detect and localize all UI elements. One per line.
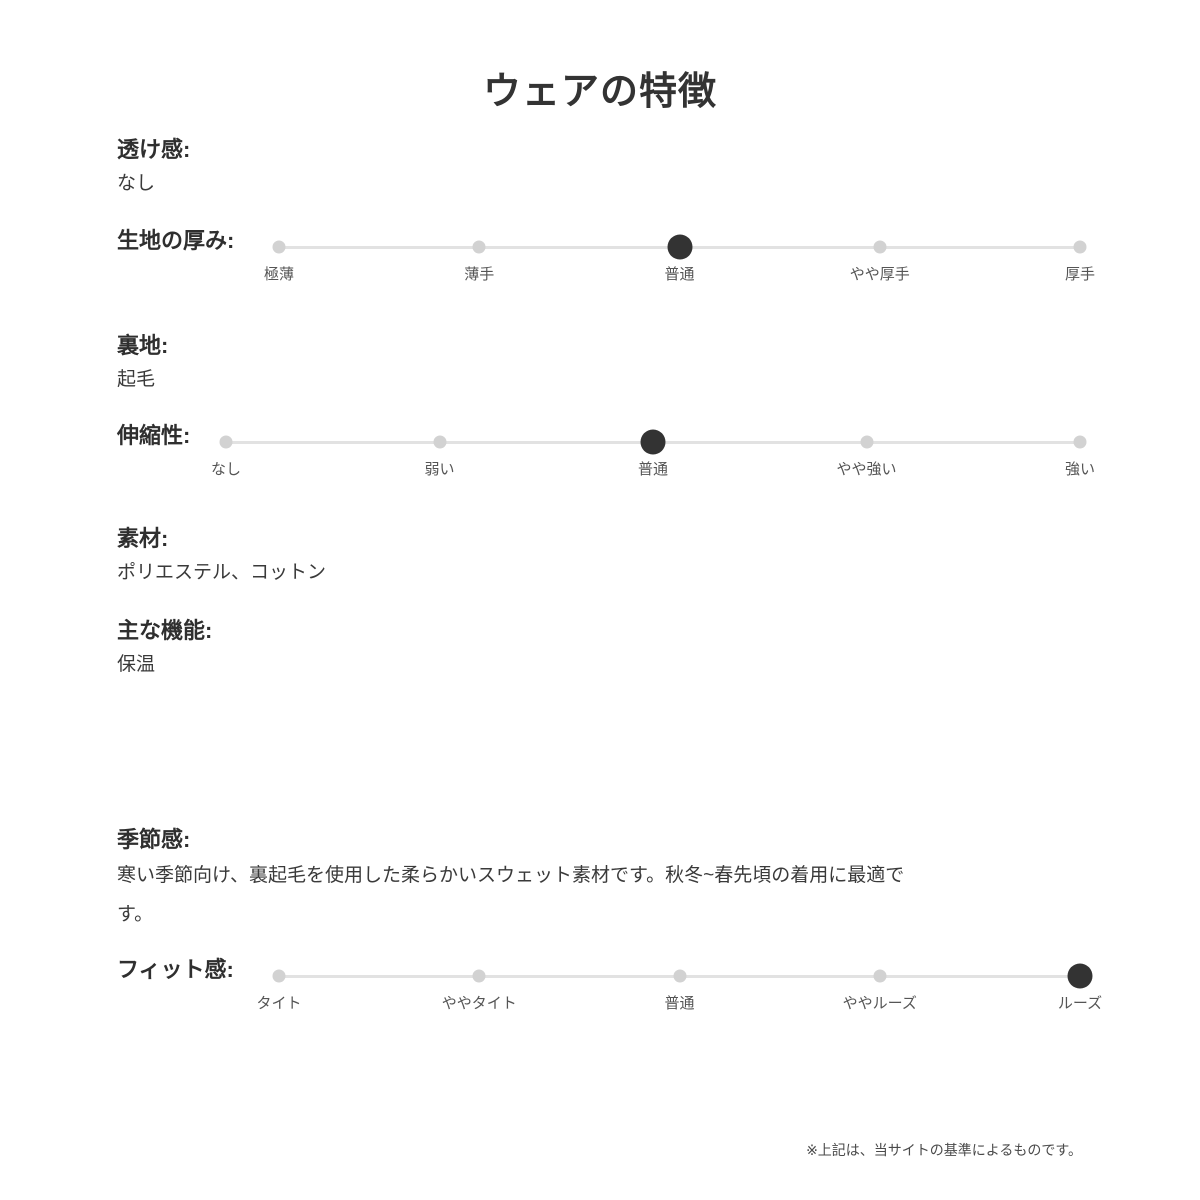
scale-tick-label-2: ややタイト xyxy=(441,995,517,1012)
scale-thickness-label: 生地の厚み: xyxy=(117,228,235,253)
scale-point-1[interactable] xyxy=(272,240,286,254)
footnote: ※上記は、当サイトの基準によるものです。 xyxy=(806,1142,1082,1158)
scale-point-3-active[interactable] xyxy=(640,429,666,455)
scale-tick-label-3: 普通 xyxy=(664,266,695,283)
spec-material-label: 素材: xyxy=(117,526,169,551)
scale-stretch-label: 伸縮性: xyxy=(117,423,191,448)
spec-sheerness-label: 透け感: xyxy=(117,137,191,162)
scale-thickness-track[interactable]: 極薄 薄手 普通 やや厚手 厚手 xyxy=(264,215,1095,285)
scale-point-4[interactable] xyxy=(873,240,887,254)
scale-tick-label-5: 厚手 xyxy=(1064,266,1096,283)
scale-point-1[interactable] xyxy=(219,435,233,449)
scale-tick-label-1: 極薄 xyxy=(263,266,295,283)
scale-tick-label-4: やや強い xyxy=(836,461,897,478)
scale-thickness[interactable]: 生地の厚み: 極薄 薄手 普通 やや厚手 厚手 xyxy=(117,215,1117,285)
spec-lining: 裏地: 起毛 xyxy=(117,332,168,394)
spec-season-value: 寒い季節向け、裏起毛を使用した柔らかいスウェット素材です。秋冬~春先頃の着用に最… xyxy=(117,864,905,926)
scale-point-1[interactable] xyxy=(272,969,286,983)
scale-tick-label-2: 薄手 xyxy=(464,266,495,283)
scale-point-5-active[interactable] xyxy=(1067,963,1093,989)
scale-stretch[interactable]: 伸縮性: なし 弱い 普通 やや強い 強い xyxy=(117,410,1117,480)
scale-point-3-active[interactable] xyxy=(667,234,692,260)
scale-point-5[interactable] xyxy=(1073,240,1087,254)
spec-function: 主な機能: 保温 xyxy=(117,617,212,679)
scale-tick-label-1: タイト xyxy=(256,995,302,1012)
scale-point-2[interactable] xyxy=(433,435,446,449)
scale-tick-label-5: ルーズ xyxy=(1057,995,1103,1012)
spec-lining-label: 裏地: xyxy=(117,333,169,358)
spec-season-label: 季節感: xyxy=(117,827,191,852)
scale-point-2[interactable] xyxy=(472,240,486,254)
spec-function-label: 主な機能: xyxy=(117,618,213,643)
spec-sheerness: 透け感: なし xyxy=(117,136,190,198)
scale-fit-track[interactable]: タイト ややタイト 普通 ややルーズ ルーズ xyxy=(256,944,1102,1014)
spec-sheerness-value: なし xyxy=(117,172,156,194)
scale-point-4[interactable] xyxy=(873,969,887,983)
scale-stretch-track[interactable]: なし 弱い 普通 やや強い 強い xyxy=(211,410,1095,480)
spec-lining-value: 起毛 xyxy=(117,368,156,390)
page-title: ウェアの特徴 xyxy=(482,71,717,113)
scale-fit-label: フィット感: xyxy=(117,957,234,982)
scale-point-2[interactable] xyxy=(472,969,486,983)
scale-point-4[interactable] xyxy=(860,435,873,449)
spec-season: 季節感: 寒い季節向け、裏起毛を使用した柔らかいスウェット素材です。秋冬~春先頃… xyxy=(117,826,917,935)
scale-fit[interactable]: フィット感: タイト ややタイト 普通 ややルーズ ルーズ xyxy=(117,944,1117,1014)
scale-tick-label-3: 普通 xyxy=(664,995,695,1012)
scale-point-3[interactable] xyxy=(673,969,686,983)
scale-tick-label-1: なし xyxy=(210,461,242,478)
scale-tick-label-3: 普通 xyxy=(637,461,669,478)
spec-material-value: ポリエステル、コットン xyxy=(117,561,327,583)
spec-material: 素材: ポリエステル、コットン xyxy=(117,525,326,587)
scale-tick-label-4: やや厚手 xyxy=(849,266,910,283)
scale-tick-label-2: 弱い xyxy=(424,461,455,478)
spec-function-value: 保温 xyxy=(117,653,156,675)
scale-tick-label-5: 強い xyxy=(1064,461,1096,478)
scale-tick-label-4: ややルーズ xyxy=(842,995,917,1012)
scale-point-5[interactable] xyxy=(1073,435,1087,449)
